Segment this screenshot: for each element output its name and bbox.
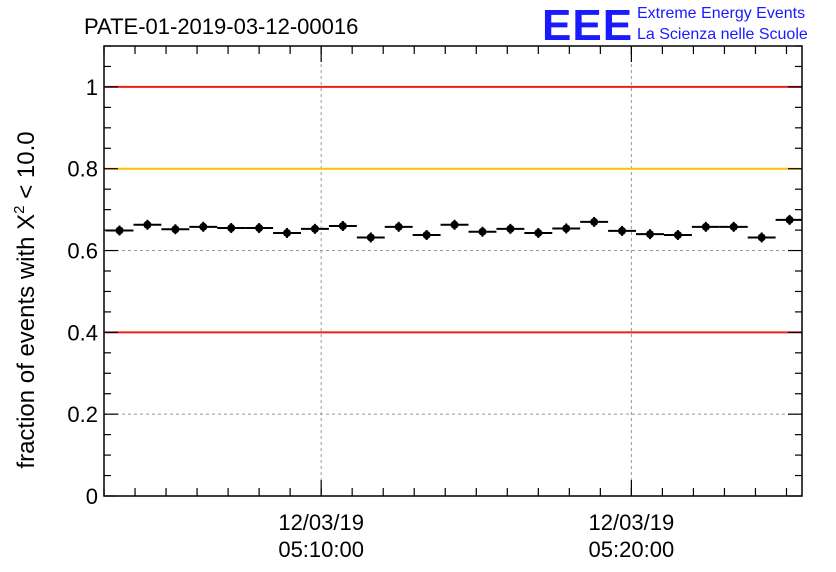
data-point (618, 226, 627, 235)
data-points (105, 214, 802, 243)
data-point (199, 222, 208, 231)
chart-title: PATE-01-2019-03-12-00016 (84, 14, 358, 39)
data-point (394, 222, 403, 231)
y-axis-label-symbol: X (13, 214, 40, 230)
data-point (757, 233, 766, 242)
data-point (283, 228, 292, 237)
data-point (171, 225, 180, 234)
data-point (534, 228, 543, 237)
data-point (785, 215, 794, 224)
data-point (729, 222, 738, 231)
plot-frame (103, 45, 803, 497)
y-tick-label: 0 (86, 484, 98, 509)
logo-line-1: Extreme Energy Events (637, 5, 805, 22)
grid-lines (104, 46, 802, 496)
data-point (450, 220, 459, 229)
axes (103, 45, 803, 497)
data-point (366, 233, 375, 242)
tick-labels: 00.20.40.60.8112/03/1905:10:0012/03/1905… (67, 75, 674, 562)
data-point (143, 220, 152, 229)
data-point (562, 224, 571, 233)
y-axis-label-superscript: 2 (11, 205, 28, 213)
y-axis-label-prefix: fraction of events with (13, 230, 40, 469)
x-tick-time-label: 05:10:00 (278, 537, 364, 562)
logo-mark: EEE (542, 1, 633, 50)
reference-lines (104, 85, 802, 334)
data-point (645, 230, 654, 239)
y-tick-label: 0.6 (67, 239, 98, 264)
data-point (310, 224, 319, 233)
x-tick-date-label: 12/03/19 (589, 510, 675, 535)
data-point (338, 222, 347, 230)
y-tick-label: 0.2 (67, 402, 98, 427)
data-point (115, 226, 124, 235)
data-point (701, 222, 710, 231)
y-tick-label: 0.8 (67, 157, 98, 182)
data-point (255, 224, 264, 233)
data-point (478, 227, 487, 236)
y-axis-label-suffix: < 10.0 (13, 131, 40, 205)
data-point (227, 224, 236, 233)
y-tick-label: 0.4 (67, 320, 98, 345)
x-tick-time-label: 05:20:00 (589, 537, 675, 562)
logo-line-2: La Scienza nelle Scuole (637, 26, 808, 43)
y-axis-label: fraction of events with X2 < 10.0 (11, 131, 40, 468)
data-point (673, 231, 682, 239)
eee-logo: EEE Extreme Energy Events La Scienza nel… (542, 1, 808, 50)
x-tick-date-label: 12/03/19 (278, 510, 364, 535)
y-tick-label: 1 (86, 75, 98, 100)
data-point (422, 231, 431, 239)
data-point (590, 217, 599, 226)
data-point (506, 224, 515, 233)
